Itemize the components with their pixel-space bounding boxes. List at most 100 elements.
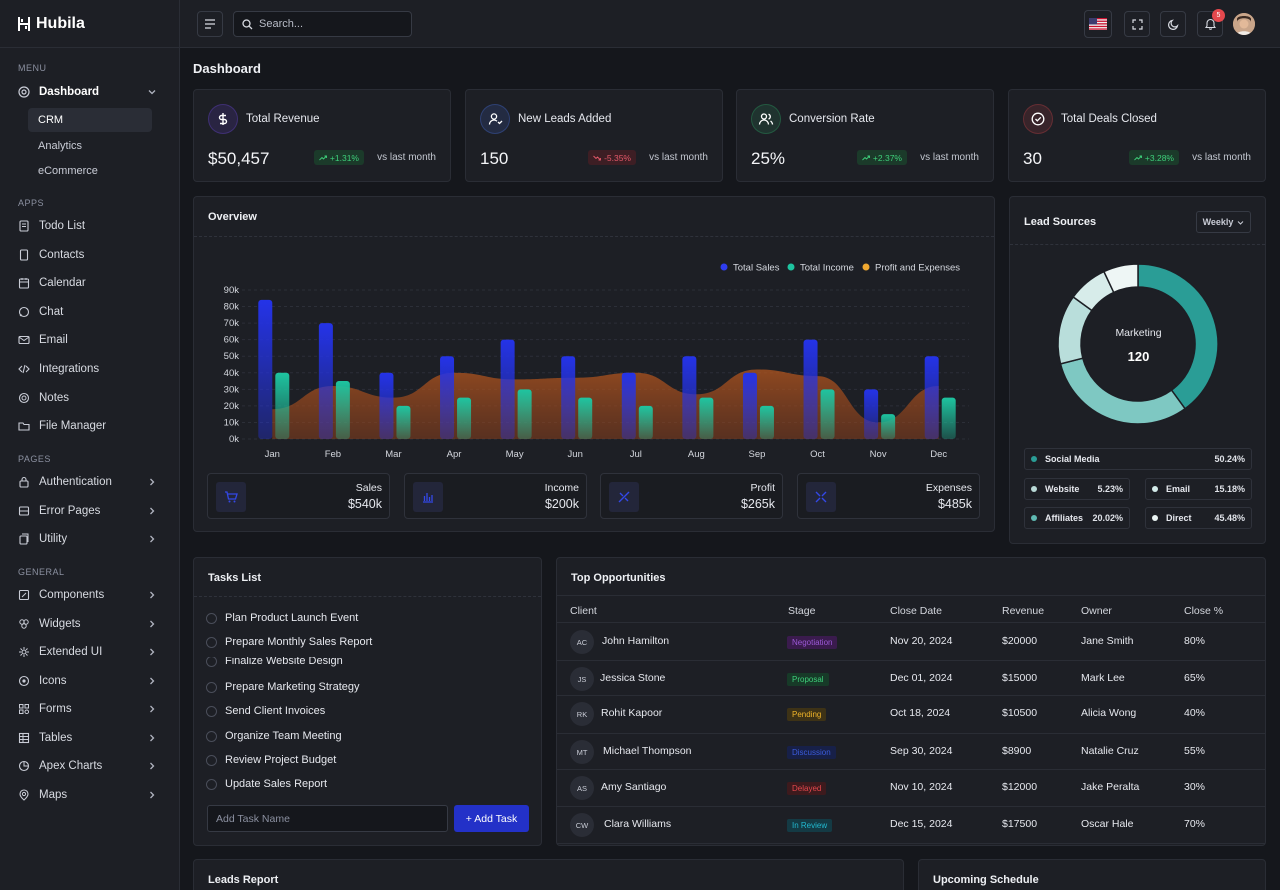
column-header[interactable]: Client — [570, 605, 597, 617]
task-label: Plan Product Launch Event — [225, 612, 359, 624]
sidebar-item-chat[interactable]: Chat — [0, 299, 179, 325]
task-checkbox[interactable] — [206, 754, 217, 766]
search-input[interactable]: Search... — [233, 11, 412, 37]
x-tick-label: Sep — [749, 449, 766, 460]
table-row[interactable]: JS Jessica Stone Proposal Dec 01, 2024 $… — [557, 661, 1265, 696]
sidebar-item-apex-charts[interactable]: Apex Charts — [0, 753, 179, 779]
task-checkbox[interactable] — [206, 657, 217, 667]
task-item[interactable]: Review Project Budget — [206, 754, 336, 766]
column-header[interactable]: Close % — [1184, 605, 1224, 617]
sidebar-item-forms[interactable]: Forms — [0, 696, 179, 722]
x-tick-label: Feb — [325, 449, 341, 460]
bar-total-sales — [500, 339, 515, 439]
sidebar-item-authentication[interactable]: Authentication — [0, 469, 179, 495]
task-item[interactable]: Update Sales Report — [206, 778, 327, 790]
notifications-button[interactable]: 5 — [1197, 9, 1225, 37]
sidebar-item-dashboard[interactable]: Dashboard — [0, 79, 179, 105]
table-row[interactable]: AC John Hamilton Negotiation Nov 20, 202… — [557, 624, 1265, 661]
sidebar-sub-analytics[interactable]: Analytics — [38, 140, 83, 152]
sidebar-item-contacts[interactable]: Contacts — [0, 242, 179, 268]
add-task-button[interactable]: + Add Task — [454, 805, 529, 832]
lead-source-pct: 50.24% — [1214, 454, 1245, 464]
sidebar-item-label: Maps — [39, 788, 68, 801]
table-row[interactable]: MT Michael Thompson Discussion Sep 30, 2… — [557, 734, 1265, 770]
task-checkbox[interactable] — [206, 681, 217, 693]
sidebar-item-file-manager[interactable]: File Manager — [0, 413, 179, 439]
sidebar-item-todo-list[interactable]: Todo List — [0, 213, 179, 239]
menu-toggle-button[interactable] — [197, 11, 223, 37]
stat-card: Total Revenue $50,457 +1.31% vs last mon… — [193, 89, 451, 182]
task-item[interactable]: Organize Team Meeting — [206, 730, 342, 742]
summary-value: $540k — [347, 497, 382, 511]
sidebar-item-extended-ui[interactable]: Extended UI — [0, 639, 179, 665]
close-date: Oct 18, 2024 — [890, 707, 951, 719]
close-pct: 30% — [1184, 781, 1206, 793]
task-item[interactable]: Finalize Website Design — [206, 657, 343, 667]
us-flag-icon — [1089, 18, 1107, 30]
summary-label: Profit — [750, 482, 775, 494]
owner: Jane Smith — [1081, 635, 1134, 647]
x-tick-label: Jun — [568, 449, 583, 460]
task-checkbox[interactable] — [206, 778, 217, 790]
column-header[interactable]: Revenue — [1002, 605, 1045, 617]
bar-total-sales — [742, 372, 757, 439]
table-row[interactable]: RK Rohit Kapoor Pending Oct 18, 2024 $10… — [557, 696, 1265, 734]
sidebar-item-integrations[interactable]: Integrations — [0, 356, 179, 382]
language-button[interactable] — [1084, 10, 1112, 38]
period-select[interactable]: Weekly — [1196, 211, 1251, 233]
sidebar-item-calendar[interactable]: Calendar — [0, 270, 179, 296]
charts-icon — [18, 760, 30, 772]
sidebar-item-tables[interactable]: Tables — [0, 725, 179, 751]
column-header[interactable]: Owner — [1081, 605, 1112, 617]
task-checkbox[interactable] — [206, 636, 217, 648]
revenue: $12000 — [1002, 781, 1038, 793]
fullscreen-icon — [1131, 18, 1143, 30]
sidebar-item-error-pages[interactable]: Error Pages — [0, 498, 179, 524]
stat-label: Total Deals Closed — [1061, 113, 1157, 125]
user-avatar[interactable] — [1233, 13, 1255, 35]
chevron-right-icon — [150, 791, 155, 798]
contacts-icon — [19, 249, 29, 261]
sidebar-item-utility[interactable]: Utility — [0, 526, 179, 552]
table-row[interactable]: CW Clara Williams In Review Dec 15, 2024… — [557, 807, 1265, 844]
sidebar-item-icons[interactable]: Icons — [0, 668, 179, 694]
sidebar-item-widgets[interactable]: Widgets — [0, 611, 179, 637]
table-row[interactable]: AS Amy Santiago Delayed Nov 10, 2024 $12… — [557, 770, 1265, 807]
tasks-card: Tasks List Plan Product Launch Event Pre… — [193, 557, 542, 846]
stat-icon-wrap — [480, 104, 510, 134]
y-tick-label: 70k — [224, 318, 240, 329]
sidebar-item-maps[interactable]: Maps — [0, 782, 179, 808]
sidebar-item-label: Contacts — [39, 248, 85, 261]
task-item[interactable]: Prepare Monthly Sales Report — [206, 636, 372, 648]
bar-total-income — [517, 389, 532, 439]
sidebar-sub-crm[interactable]: CRM — [28, 108, 152, 132]
stat-vs-label: vs last month — [377, 152, 436, 163]
bar-total-sales — [803, 339, 818, 439]
column-header[interactable]: Stage — [788, 605, 816, 617]
folder-icon — [18, 422, 30, 431]
task-name-input[interactable]: Add Task Name — [207, 805, 448, 832]
bar-total-income — [275, 372, 290, 439]
lead-source-item: Email 15.18% — [1145, 478, 1252, 500]
task-item[interactable]: Prepare Marketing Strategy — [206, 681, 360, 693]
sidebar-sub-ecommerce[interactable]: eCommerce — [38, 165, 98, 177]
notification-count-badge: 5 — [1212, 9, 1225, 22]
sidebar-item-email[interactable]: Email — [0, 327, 179, 353]
close-date: Sep 30, 2024 — [890, 745, 953, 757]
sidebar-item-components[interactable]: Components — [0, 582, 179, 608]
task-item[interactable]: Send Client Invoices — [206, 705, 325, 717]
sidebar-item-notes[interactable]: Notes — [0, 385, 179, 411]
task-item[interactable]: Plan Product Launch Event — [206, 612, 358, 624]
fullscreen-button[interactable] — [1124, 11, 1150, 37]
revenue: $20000 — [1002, 635, 1038, 647]
notes-icon — [18, 392, 30, 403]
donut-segment-affiliates[interactable] — [1059, 357, 1187, 425]
task-checkbox[interactable] — [206, 612, 217, 624]
task-checkbox[interactable] — [206, 730, 217, 742]
stat-icon-wrap — [1023, 104, 1053, 134]
theme-toggle-button[interactable] — [1160, 11, 1186, 37]
donut-segment-direct[interactable] — [1102, 263, 1139, 294]
task-checkbox[interactable] — [206, 705, 217, 717]
column-header[interactable]: Close Date — [890, 605, 942, 617]
brand[interactable]: Hubila — [0, 0, 179, 48]
